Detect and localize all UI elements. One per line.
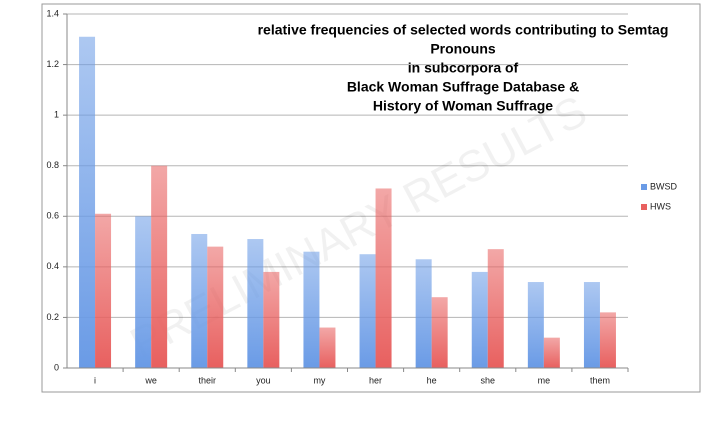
bar <box>359 254 376 368</box>
bar <box>135 216 152 368</box>
bar <box>263 271 280 368</box>
bar <box>375 188 392 368</box>
bar <box>151 165 168 368</box>
y-tick-label: 0.4 <box>46 261 59 271</box>
y-tick-label: 0.8 <box>46 160 59 170</box>
legend-swatch <box>641 204 647 210</box>
bar <box>487 249 504 368</box>
chart-title: Black Woman Suffrage Database & <box>347 79 579 95</box>
legend-label: BWSD <box>650 181 678 191</box>
chart-title: in subcorpora of <box>408 60 519 76</box>
y-tick-label: 0.2 <box>46 312 59 322</box>
x-tick-label: my <box>313 375 325 385</box>
x-tick-label: me <box>538 375 551 385</box>
bar <box>431 297 448 368</box>
x-tick-label: she <box>480 375 495 385</box>
legend-label: HWS <box>650 201 671 211</box>
x-tick-label: we <box>144 375 157 385</box>
chart-title: relative frequencies of selected words c… <box>258 22 669 38</box>
bar <box>95 213 112 368</box>
bar <box>583 282 600 368</box>
bar <box>543 337 560 368</box>
x-tick-label: their <box>198 375 216 385</box>
chart-title: History of Woman Suffrage <box>373 98 553 114</box>
bar <box>471 271 488 368</box>
x-tick-label: he <box>427 375 437 385</box>
y-tick-label: 1.4 <box>46 8 59 18</box>
bar <box>191 233 208 368</box>
x-tick-label: i <box>94 375 96 385</box>
y-tick-label: 0.6 <box>46 211 59 221</box>
y-tick-label: 1.2 <box>46 59 59 69</box>
bar <box>303 251 320 368</box>
x-tick-label: them <box>590 375 610 385</box>
y-tick-label: 1 <box>54 110 59 120</box>
bar <box>527 282 544 368</box>
bar <box>599 312 616 368</box>
bar <box>207 246 224 368</box>
bar <box>247 239 264 368</box>
bar <box>79 36 96 368</box>
x-tick-label: you <box>256 375 271 385</box>
x-tick-label: her <box>369 375 382 385</box>
bar <box>415 259 432 368</box>
bar <box>319 327 336 368</box>
legend-swatch <box>641 184 647 190</box>
chart-title: Pronouns <box>430 41 496 57</box>
y-tick-label: 0 <box>54 362 59 372</box>
